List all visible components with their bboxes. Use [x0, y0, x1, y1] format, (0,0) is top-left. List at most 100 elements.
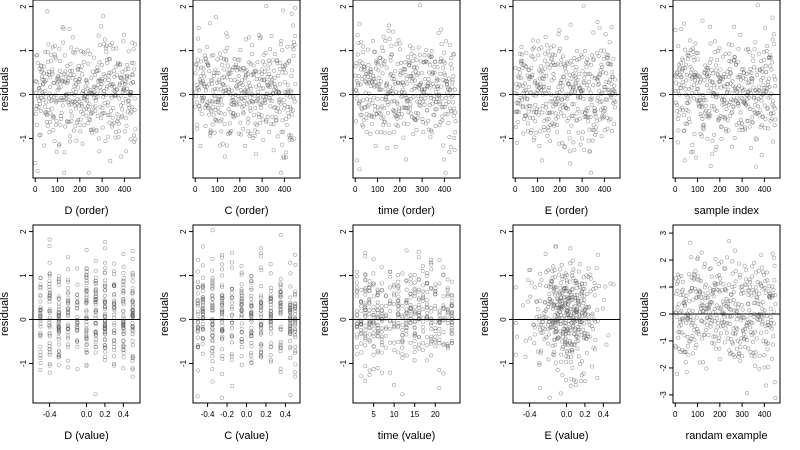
- data-point: [438, 71, 443, 76]
- data-point: [219, 301, 224, 306]
- data-point: [450, 80, 455, 85]
- data-point: [367, 308, 372, 313]
- data-point: [596, 82, 601, 87]
- data-point: [272, 75, 277, 80]
- data-point: [282, 155, 287, 160]
- data-point: [548, 123, 553, 128]
- data-point: [537, 323, 542, 328]
- data-point: [420, 347, 425, 352]
- data-point: [258, 312, 263, 317]
- data-point: [679, 27, 684, 32]
- data-point: [408, 295, 413, 300]
- data-point: [204, 88, 209, 93]
- data-point: [451, 52, 456, 57]
- data-point: [713, 63, 718, 68]
- data-point: [62, 170, 67, 175]
- data-point: [548, 325, 553, 330]
- data-point: [47, 244, 52, 249]
- data-point: [288, 318, 293, 323]
- data-point: [360, 61, 365, 66]
- data-point: [605, 61, 610, 66]
- data-point: [750, 340, 755, 345]
- data-point: [49, 106, 54, 111]
- data-point: [730, 285, 735, 290]
- data-point: [195, 100, 200, 105]
- data-point: [388, 58, 393, 63]
- data-point: [428, 63, 433, 68]
- data-point: [86, 170, 91, 175]
- data-point: [47, 370, 52, 375]
- data-point: [569, 342, 574, 347]
- data-point: [370, 100, 375, 105]
- data-point: [724, 330, 729, 335]
- data-point: [770, 37, 775, 42]
- data-point: [84, 320, 89, 325]
- data-point: [406, 105, 411, 110]
- data-point: [686, 272, 691, 277]
- data-point: [526, 103, 531, 108]
- data-point: [433, 328, 438, 333]
- data-point: [415, 65, 420, 70]
- data-point: [736, 46, 741, 51]
- data-point: [367, 372, 372, 377]
- data-point: [371, 344, 376, 349]
- data-point: [702, 285, 707, 290]
- data-point: [736, 261, 741, 266]
- data-point: [683, 297, 688, 302]
- data-point: [447, 135, 452, 140]
- data-point: [239, 132, 244, 137]
- data-point: [750, 320, 755, 325]
- data-point: [76, 67, 81, 72]
- data-point: [230, 306, 235, 311]
- data-point: [66, 75, 71, 80]
- data-point: [387, 84, 392, 89]
- data-point: [691, 318, 696, 323]
- data-point: [269, 34, 274, 39]
- data-point: [66, 310, 71, 315]
- data-point: [293, 328, 298, 333]
- data-point: [71, 128, 76, 133]
- data-point: [613, 99, 618, 104]
- data-point: [729, 71, 734, 76]
- data-point: [71, 73, 76, 78]
- data-point: [740, 288, 745, 293]
- data-point: [432, 113, 437, 118]
- data-point: [230, 318, 235, 323]
- data-point: [760, 315, 765, 320]
- data-point: [437, 313, 442, 318]
- data-point: [258, 322, 263, 327]
- data-point: [547, 291, 552, 296]
- data-point: [372, 103, 377, 108]
- data-point: [688, 240, 693, 245]
- data-point: [354, 61, 359, 66]
- data-point: [379, 265, 384, 270]
- x-tick-label: 100: [531, 185, 545, 194]
- x-tick-label: 300: [255, 185, 269, 194]
- data-point: [47, 344, 52, 349]
- data-point: [520, 303, 525, 308]
- data-point: [47, 310, 52, 315]
- data-point: [760, 319, 765, 324]
- data-point: [576, 327, 581, 332]
- data-point: [219, 56, 224, 61]
- data-point: [686, 51, 691, 56]
- data-point: [690, 309, 695, 314]
- data-point: [276, 106, 281, 111]
- data-point: [572, 56, 577, 61]
- data-point: [283, 70, 288, 75]
- data-point: [412, 293, 417, 298]
- data-point: [38, 316, 43, 321]
- x-tick-label: 0.0: [561, 410, 573, 419]
- data-point: [519, 52, 524, 57]
- data-point: [740, 307, 745, 312]
- data-point: [699, 250, 704, 255]
- data-point: [606, 56, 611, 61]
- data-point: [33, 161, 38, 166]
- data-point: [93, 350, 98, 355]
- data-point: [84, 266, 89, 271]
- data-point: [245, 120, 250, 125]
- data-point: [382, 130, 387, 135]
- data-point: [760, 307, 765, 312]
- data-point: [559, 352, 564, 357]
- data-point: [693, 286, 698, 291]
